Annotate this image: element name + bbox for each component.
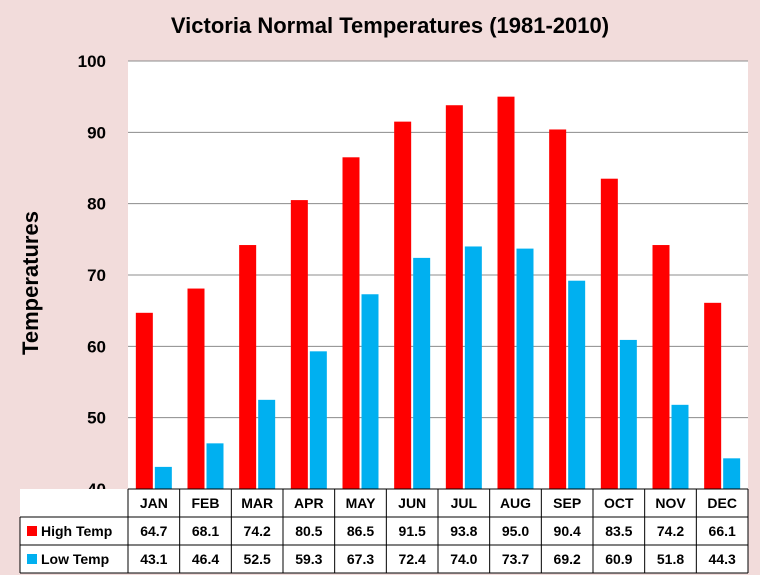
data-label: 72.4 [399, 551, 426, 567]
category-label: FEB [192, 495, 220, 511]
category-label: APR [294, 495, 324, 511]
y-axis-ticks: 405060708090100 [78, 52, 106, 499]
low-temp-bar [361, 294, 379, 489]
category-label: SEP [553, 495, 581, 511]
low-temp-bar [258, 399, 276, 489]
high-temp-bar [652, 245, 670, 489]
low-temp-bar [464, 246, 482, 489]
y-tick-label: 90 [87, 123, 106, 142]
high-temp-bar [135, 312, 153, 489]
y-axis-label: Temperatures [18, 211, 43, 355]
category-label: AUG [500, 495, 531, 511]
legend-swatch [27, 526, 37, 536]
data-label: 74.2 [244, 523, 271, 539]
data-label: 64.7 [140, 523, 167, 539]
high-temp-bar [704, 302, 722, 489]
y-tick-label: 50 [87, 409, 106, 428]
y-tick-label: 100 [78, 52, 106, 71]
data-label: 80.5 [295, 523, 322, 539]
high-temp-bar [342, 157, 360, 490]
high-temp-bar [187, 288, 205, 489]
data-label: 52.5 [244, 551, 271, 567]
y-tick-label: 60 [87, 337, 106, 356]
low-temp-bar [568, 280, 586, 489]
legend-label: High Temp [41, 523, 112, 539]
data-label: 43.1 [140, 551, 167, 567]
high-temp-bar [445, 105, 463, 489]
category-label: JAN [140, 495, 168, 511]
data-label: 66.1 [709, 523, 736, 539]
high-temp-bar [549, 129, 567, 490]
category-label: NOV [655, 495, 686, 511]
data-label: 83.5 [605, 523, 632, 539]
high-temp-bar [497, 96, 515, 490]
low-temp-bar [723, 458, 741, 489]
high-temp-bar [239, 245, 257, 489]
legend-swatch [27, 554, 37, 564]
low-temp-bar [413, 257, 431, 489]
legend-label: Low Temp [41, 551, 109, 567]
category-label: JUL [451, 495, 478, 511]
high-temp-bar [600, 178, 618, 489]
data-label: 73.7 [502, 551, 529, 567]
bars [135, 96, 741, 490]
data-label: 86.5 [347, 523, 374, 539]
data-label: 59.3 [295, 551, 322, 567]
data-label: 51.8 [657, 551, 684, 567]
low-temp-bar [154, 466, 172, 489]
data-label: 44.3 [709, 551, 736, 567]
low-temp-bar [671, 404, 689, 489]
category-label: JUN [398, 495, 426, 511]
category-label: MAY [346, 495, 376, 511]
low-temp-bar [309, 351, 327, 489]
low-temp-bar [206, 443, 224, 489]
data-table: JAN FEB MAR APR MAY JUN JUL AUG SEP OCT NOV DEC High… [19, 488, 749, 574]
data-label: 90.4 [554, 523, 581, 539]
high-temp-bar [394, 121, 412, 489]
data-label: 95.0 [502, 523, 529, 539]
high-temp-bar [290, 200, 308, 489]
low-temp-bar [619, 339, 637, 489]
data-label: 67.3 [347, 551, 374, 567]
data-table-background [20, 489, 748, 573]
category-label: OCT [604, 495, 634, 511]
y-tick-label: 80 [87, 195, 106, 214]
data-label: 74.2 [657, 523, 684, 539]
data-label: 69.2 [554, 551, 581, 567]
chart-title: Victoria Normal Temperatures (1981-2010) [171, 13, 609, 38]
data-label: 60.9 [605, 551, 632, 567]
category-label: DEC [707, 495, 737, 511]
category-label: MAR [241, 495, 273, 511]
y-tick-label: 70 [87, 266, 106, 285]
data-label: 74.0 [450, 551, 477, 567]
low-temp-bar [516, 248, 534, 489]
data-label: 93.8 [450, 523, 477, 539]
data-label: 46.4 [192, 551, 219, 567]
data-label: 68.1 [192, 523, 219, 539]
data-label: 91.5 [399, 523, 426, 539]
